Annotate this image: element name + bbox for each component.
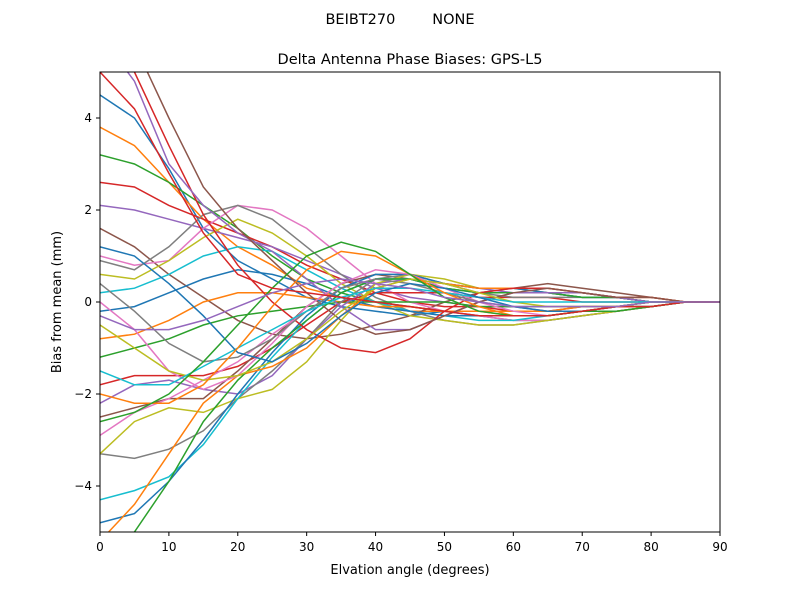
x-tick-label: 50 (437, 540, 452, 554)
figure-suptitle: BEIBT270 NONE (325, 12, 474, 28)
x-tick-label: 30 (299, 540, 314, 554)
y-tick-label: 0 (84, 295, 92, 309)
x-tick-label: 0 (96, 540, 104, 554)
x-tick-label: 40 (368, 540, 383, 554)
x-tick-label: 90 (712, 540, 727, 554)
y-tick-label: 4 (84, 111, 92, 125)
series-line (100, 241, 720, 423)
x-axis: 0 10 20 30 40 50 60 70 80 90 (96, 532, 728, 554)
y-tick-label: −2 (74, 387, 92, 401)
y-tick-label: −4 (74, 479, 92, 493)
x-tick-label: 70 (575, 540, 590, 554)
series-line (146, 72, 720, 335)
x-tick-label: 10 (161, 540, 176, 554)
series-line (100, 278, 720, 331)
x-tick-label: 60 (506, 540, 521, 554)
y-axis: −4 −2 0 2 4 (74, 111, 100, 493)
series-lines (100, 72, 720, 532)
x-tick-label: 80 (643, 540, 658, 554)
chart-title: Delta Antenna Phase Biases: GPS-L5 (278, 52, 543, 68)
y-axis-label: Bias from mean (mm) (50, 231, 65, 373)
x-tick-label: 20 (230, 540, 245, 554)
x-axis-label: Elvation angle (degrees) (330, 563, 489, 578)
y-tick-label: 2 (84, 203, 92, 217)
